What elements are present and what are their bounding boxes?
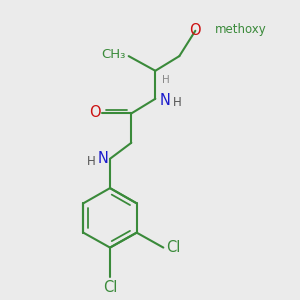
Text: H: H — [87, 155, 95, 168]
Text: H: H — [173, 96, 182, 109]
Text: O: O — [190, 23, 201, 38]
Text: Cl: Cl — [103, 280, 117, 295]
Text: H: H — [162, 75, 170, 85]
Text: methoxy: methoxy — [215, 23, 267, 36]
Text: N: N — [98, 151, 109, 166]
Text: Cl: Cl — [166, 239, 180, 254]
Text: N: N — [159, 93, 170, 108]
Text: O: O — [89, 105, 101, 120]
Text: CH₃: CH₃ — [102, 48, 126, 61]
